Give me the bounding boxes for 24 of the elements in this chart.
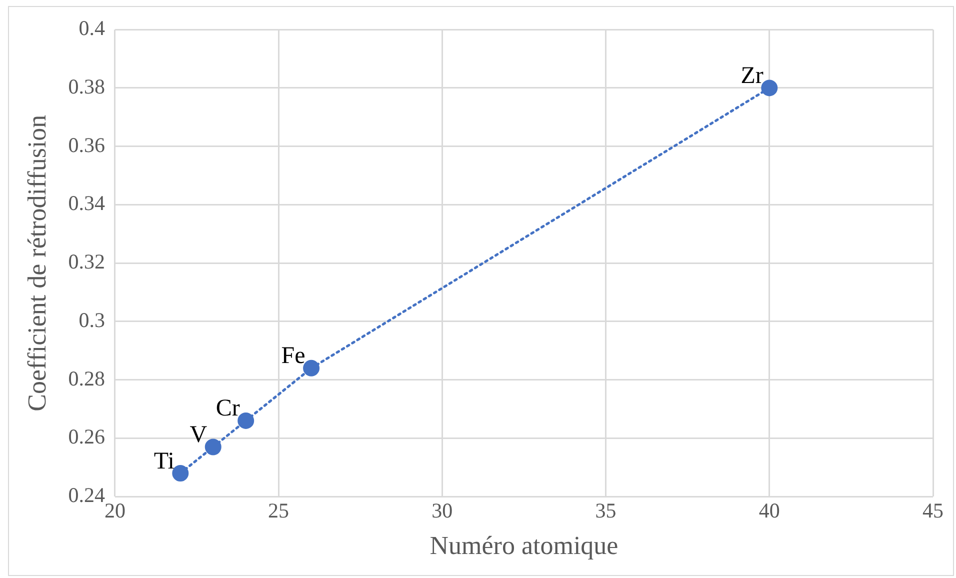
point [303, 360, 320, 376]
annotation: Fe [281, 343, 306, 370]
annotation: Zr [740, 62, 764, 89]
x-tick-label: 20 [104, 498, 126, 523]
y-tick-label: 0.4 [78, 16, 106, 40]
y-tick-label: 0.26 [68, 424, 105, 449]
y-tick-label: 0.24 [68, 483, 106, 508]
x-tick-label: 30 [432, 498, 453, 523]
y-tick-label: 0.28 [68, 366, 105, 390]
x-tick-label: 40 [758, 498, 780, 523]
x-tick-label: 35 [595, 498, 616, 523]
x-tick-label: 25 [268, 498, 290, 523]
y-tick-label: 0.32 [68, 250, 105, 274]
x-axis-title: Numéro atomique [430, 531, 618, 560]
annotation: Ti [154, 448, 175, 474]
y-tick-label: 0.38 [68, 74, 105, 98]
y-tick-label: 0.3 [78, 308, 105, 332]
y-tick-label: 0.36 [68, 132, 105, 157]
y-tick-label: 0.34 [68, 191, 106, 216]
point [172, 465, 189, 482]
x-tick-label: 45 [922, 498, 944, 523]
y-axis-title: Coefficient de rétrodiffusion [22, 114, 52, 412]
annotation: V [190, 422, 208, 448]
annotation: Cr [216, 396, 240, 422]
